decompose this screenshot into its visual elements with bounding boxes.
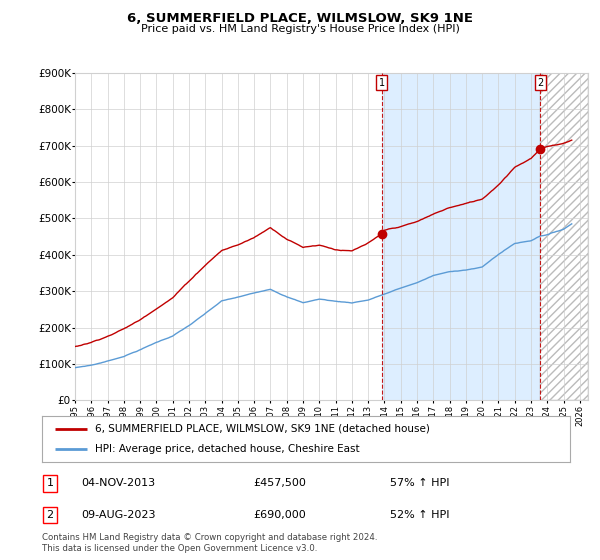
Text: Price paid vs. HM Land Registry's House Price Index (HPI): Price paid vs. HM Land Registry's House …	[140, 24, 460, 34]
Text: HPI: Average price, detached house, Cheshire East: HPI: Average price, detached house, Ches…	[95, 445, 359, 455]
Text: Contains HM Land Registry data © Crown copyright and database right 2024.
This d: Contains HM Land Registry data © Crown c…	[42, 533, 377, 553]
Text: 09-AUG-2023: 09-AUG-2023	[82, 510, 156, 520]
Text: 6, SUMMERFIELD PLACE, WILMSLOW, SK9 1NE (detached house): 6, SUMMERFIELD PLACE, WILMSLOW, SK9 1NE …	[95, 423, 430, 433]
Bar	[541, 73, 588, 400]
Text: 6, SUMMERFIELD PLACE, WILMSLOW, SK9 1NE: 6, SUMMERFIELD PLACE, WILMSLOW, SK9 1NE	[127, 12, 473, 25]
Text: 04-NOV-2013: 04-NOV-2013	[82, 478, 156, 488]
Text: £690,000: £690,000	[253, 510, 306, 520]
Text: 52% ↑ HPI: 52% ↑ HPI	[391, 510, 450, 520]
Text: £457,500: £457,500	[253, 478, 306, 488]
Text: 2: 2	[538, 78, 544, 88]
Bar	[382, 73, 541, 400]
Text: 1: 1	[46, 478, 53, 488]
Bar	[541, 73, 588, 400]
Text: 2: 2	[46, 510, 53, 520]
Text: 57% ↑ HPI: 57% ↑ HPI	[391, 478, 450, 488]
Text: 1: 1	[379, 78, 385, 88]
